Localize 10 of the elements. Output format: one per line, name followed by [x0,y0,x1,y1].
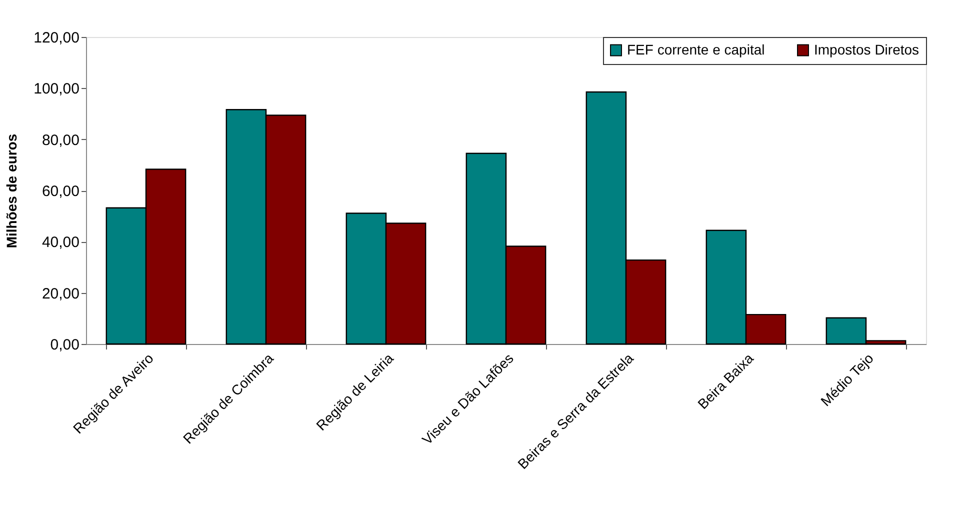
y-tick-label: 100,00 [34,80,80,98]
legend-label: FEF corrente e capital [627,41,765,58]
y-tick-label: 0,00 [50,336,80,354]
legend-label: Impostos Diretos [814,41,920,58]
y-tick-label: 60,00 [42,183,80,200]
y-tick-label: 80,00 [42,132,80,149]
y-tick-label: 20,00 [42,285,80,302]
y-tick-label: 40,00 [42,234,80,252]
y-axis-title: Milhões de euros [4,134,20,248]
y-tick-label: 120,00 [34,30,80,46]
